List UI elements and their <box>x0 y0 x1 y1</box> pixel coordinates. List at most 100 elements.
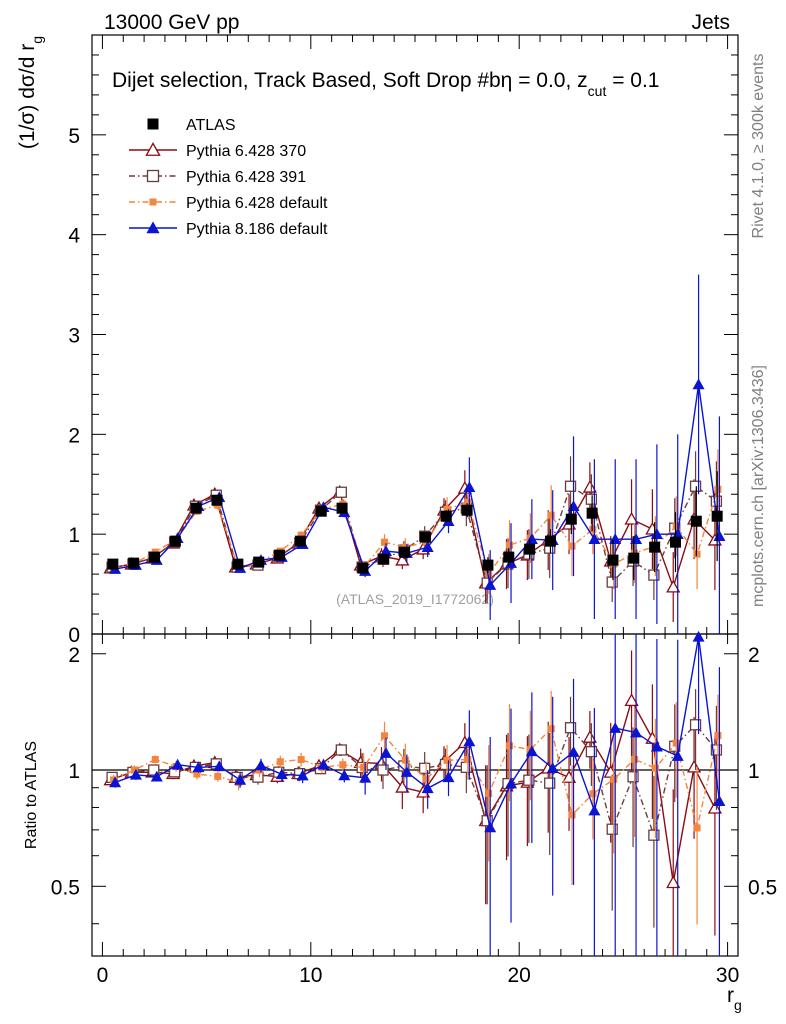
legend-label: ATLAS <box>186 117 236 134</box>
data-point-ratio <box>627 771 639 783</box>
data-point-ratio <box>359 771 372 783</box>
series-line-ratio <box>110 698 716 883</box>
legend-label: Pythia 6.428 default <box>186 195 328 212</box>
data-point-main <box>463 481 476 493</box>
main-panel-series <box>103 274 726 634</box>
data-point-ratio <box>567 746 580 757</box>
data-point-ratio <box>651 764 659 772</box>
data-point-ratio <box>568 811 576 819</box>
data-point-ratio <box>213 760 226 772</box>
data-point-ratio <box>648 829 660 841</box>
data-point-main <box>568 542 576 550</box>
data-point-ratio <box>686 759 702 773</box>
data-point-ratio <box>395 779 410 793</box>
data-point-main <box>440 510 452 522</box>
data-point-main <box>274 549 286 561</box>
y-tick-label-ratio-right: 2 <box>748 644 760 667</box>
data-point-ratio <box>546 762 559 774</box>
data-point-ratio <box>276 758 284 766</box>
x-axis-label-subscript: g <box>734 997 742 1013</box>
data-point-main <box>335 486 347 498</box>
y-tick-label-main: 2 <box>68 424 80 447</box>
data-point-main <box>421 541 434 552</box>
data-point-ratio <box>505 777 518 789</box>
data-point-ratio <box>317 758 330 770</box>
data-point-ratio <box>692 630 705 642</box>
data-point-main <box>714 485 722 493</box>
data-point-main <box>564 480 577 492</box>
chart-title-suffix: = 0.1 <box>606 69 659 92</box>
data-point-main <box>107 558 119 570</box>
series-line-ratio <box>111 723 717 838</box>
data-point-ratio <box>339 761 347 769</box>
data-point-ratio <box>442 771 455 783</box>
data-point-ratio <box>422 775 430 783</box>
data-point-main <box>461 504 473 516</box>
ratio-series-py6def <box>110 690 722 925</box>
data-point-ratio <box>589 790 597 798</box>
data-point-main <box>710 495 723 507</box>
data-point-main <box>484 579 497 590</box>
legend-label: Pythia 8.186 default <box>186 221 328 238</box>
data-point-ratio <box>624 693 639 706</box>
data-point-ratio <box>338 769 351 781</box>
data-point-main <box>506 541 514 549</box>
data-point-main <box>395 552 410 566</box>
data-point-ratio <box>150 770 163 782</box>
x-tick-label: 10 <box>299 964 322 987</box>
y-axis-label-main: (1/σ) dσ/d rg <box>16 36 45 149</box>
legend-label: Pythia 6.428 391 <box>186 169 306 186</box>
main-series-atlas <box>107 471 723 581</box>
analysis-id-label: (ATLAS_2019_I1772062) <box>336 591 494 607</box>
data-point-ratio <box>547 725 555 733</box>
ratio-series-py8 <box>109 630 726 956</box>
data-point-main <box>190 502 202 514</box>
x-tick-label: 30 <box>716 964 739 987</box>
data-point-main <box>666 579 681 593</box>
data-point-main <box>689 480 702 492</box>
data-point-main <box>609 533 622 544</box>
data-point-ratio <box>609 722 622 733</box>
process-label: Jets <box>691 11 730 34</box>
data-point-ratio <box>192 761 205 773</box>
y-tick-label-ratio-right: 0.5 <box>748 876 777 899</box>
data-point-ratio <box>109 776 122 788</box>
data-point-main <box>671 528 684 539</box>
data-point-main <box>169 535 181 547</box>
data-point-main <box>648 569 660 581</box>
data-point-ratio <box>401 756 409 764</box>
data-point-main <box>565 513 577 525</box>
data-point-main <box>547 511 555 519</box>
ratio-panel-series <box>103 630 726 956</box>
data-point-main <box>419 531 431 543</box>
y-tick-label-ratio: 2 <box>68 644 80 667</box>
data-point-ratio <box>464 756 472 764</box>
data-point-ratio <box>671 750 684 761</box>
data-point-main <box>713 530 726 541</box>
data-point-ratio <box>275 768 288 780</box>
data-point-ratio <box>693 824 701 832</box>
data-point-main <box>630 533 643 544</box>
data-point-ratio <box>689 719 702 731</box>
series-line-main <box>113 489 719 576</box>
x-tick-label: 0 <box>97 964 109 987</box>
data-point-main <box>690 515 702 527</box>
data-point-main <box>650 528 663 539</box>
data-point-main <box>380 538 388 546</box>
legend-label: Pythia 6.428 370 <box>186 143 306 160</box>
data-point-main <box>253 556 265 568</box>
data-point-ratio <box>588 804 601 816</box>
data-point-ratio <box>335 744 347 756</box>
series-line-main <box>110 485 716 590</box>
data-point-ratio <box>714 731 722 739</box>
data-point-ratio <box>148 764 160 776</box>
data-point-main <box>582 479 597 493</box>
y-axis-label-main-text: (1/σ) dσ/d r <box>16 44 39 149</box>
chart-title-main: Dijet selection, Track Based, Soft Drop … <box>112 69 588 92</box>
y-tick-label-main: 3 <box>68 325 80 348</box>
data-point-ratio <box>484 821 497 833</box>
data-point-ratio <box>506 742 514 750</box>
data-point-main <box>294 535 306 547</box>
y-tick-label-main: 1 <box>68 524 80 547</box>
data-point-ratio <box>297 756 305 764</box>
